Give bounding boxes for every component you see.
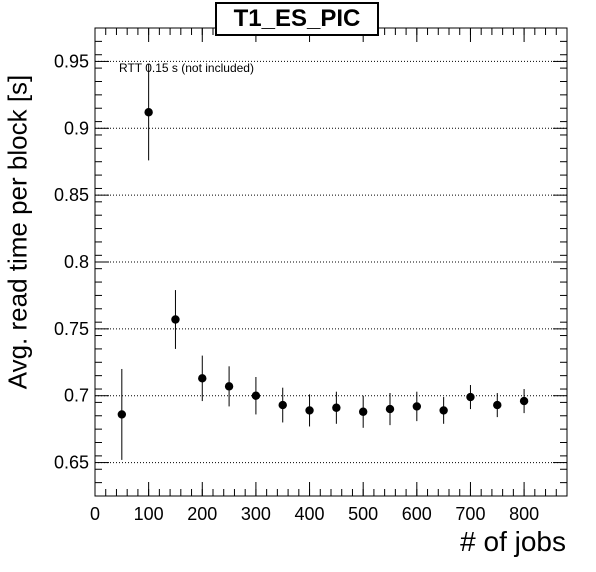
x-tick-label: 800 [509,504,539,524]
y-axis-label: Avg. read time per block [s] [2,74,33,390]
data-point [251,391,261,400]
data-point [224,382,234,391]
data-point [305,406,314,415]
tick-labels: 0.65 0.7 0.75 0.8 0.85 0.9 0.95 0 100 200 300 400 50… [54,51,539,524]
data-point [358,407,368,416]
data-point [439,406,448,415]
data-point [198,374,207,383]
x-tick-label: 700 [455,504,485,524]
y-tick-label: 0.7 [64,386,89,406]
data-points [117,64,529,460]
x-tick-label: 500 [348,504,378,524]
y-tick-label: 0.8 [64,252,89,272]
data-point [385,404,395,414]
x-tick-label: 200 [187,504,217,524]
data-point [466,392,475,402]
y-tick-label: 0.75 [54,319,89,339]
data-point [493,400,502,410]
plot-frame [94,27,568,497]
data-point [519,396,529,406]
x-tick-label: 0 [90,504,100,524]
grid-lines [95,60,567,464]
data-point [144,108,153,117]
y-tick-label: 0.65 [54,453,89,473]
y-tick-label: 0.85 [54,185,89,205]
data-point [278,400,287,410]
data-point [332,403,341,412]
x-tick-label: 600 [402,504,432,524]
axis-ticks [94,27,568,497]
x-tick-label: 300 [241,504,271,524]
y-tick-label: 0.95 [54,51,89,71]
x-tick-label: 400 [295,504,325,524]
data-point [412,402,422,411]
chart-annotation: RTT 0.15 s (not included) [119,61,254,75]
data-point [171,315,180,324]
x-axis-label: # of jobs [460,526,566,557]
data-point [117,410,127,419]
y-tick-label: 0.9 [64,118,89,138]
x-tick-label: 100 [134,504,164,524]
chart-title: T1_ES_PIC [215,2,379,36]
